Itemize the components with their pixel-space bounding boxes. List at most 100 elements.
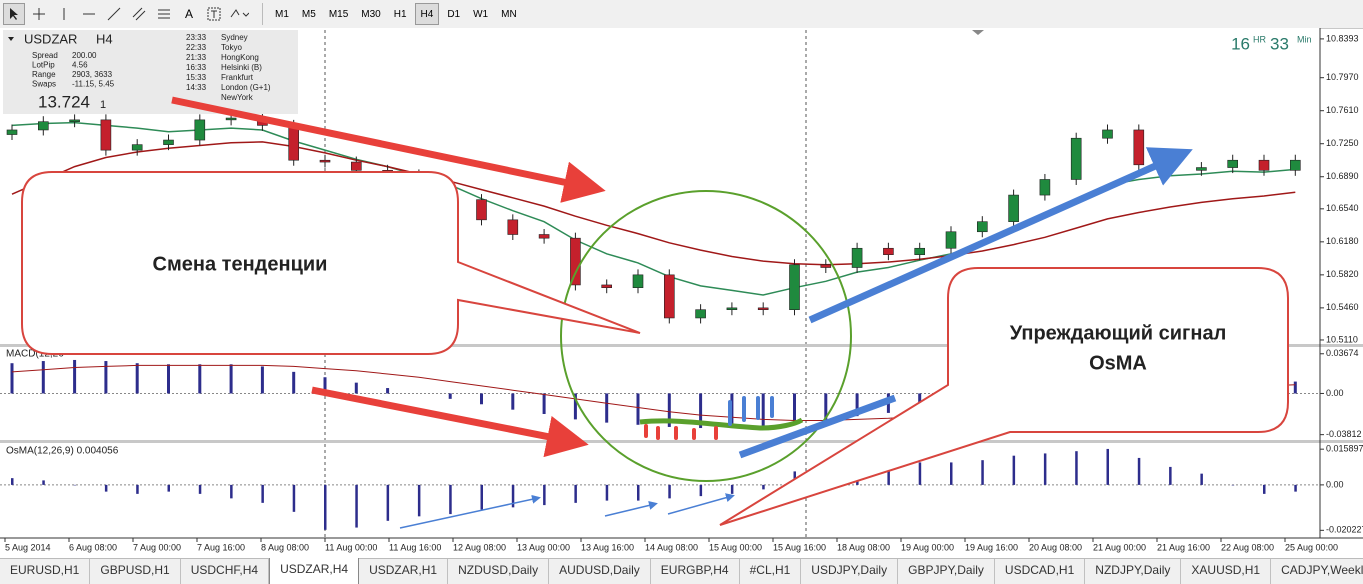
hline-tool[interactable] [78,3,100,25]
osma-bar [261,484,264,503]
osma-bar [324,484,327,530]
chart-tab[interactable]: USDZAR,H4 [269,558,360,584]
osma-bar [981,460,984,485]
timeframe-button[interactable]: W1 [473,8,489,20]
osma-bar [292,484,296,512]
candle-body [601,284,613,288]
vline-icon [63,8,65,20]
chart-tabs: EURUSD,H1 GBPUSD,H1 USDCHF,H4 USDZAR,H4 USDZ… [0,558,1363,584]
candle-body [538,234,550,239]
thin-arrow [399,494,541,529]
vline-tool[interactable] [53,3,75,25]
chart-tab[interactable]: USDCAD,H1 [995,559,1086,584]
y-tick-label: 0.03674 [1326,348,1359,358]
candle-body [695,309,706,319]
green-scribble [639,417,804,431]
label-tool[interactable] [203,3,225,25]
timeframe-button[interactable]: M30 [361,8,381,20]
x-tick-label: 8 Aug 08:00 [261,542,309,552]
y-tick-label: 10.6540 [1326,203,1359,213]
chart-tab[interactable]: GBPJPY,Daily [898,559,995,584]
macd-bar [699,393,703,429]
panel-divider [0,344,1363,347]
cursor-tool[interactable] [3,3,25,25]
y-tick-label: 10.7610 [1326,105,1359,115]
session-list: 23:33 Sydney 22:33 Tokyo 21:33 HongKong 16:33 H… [186,33,271,102]
thin-arrow [604,501,658,517]
x-tick-label: 13 Aug 16:00 [581,542,634,552]
red-arrow [171,96,606,203]
osma-bar [1106,448,1109,485]
osma-bar [230,484,233,499]
timeframe-button[interactable]: H1 [393,8,407,20]
macd-bar [605,393,609,423]
timeframe-button[interactable]: D1 [447,8,461,20]
crosshair-tool[interactable] [28,3,50,25]
chart-tab[interactable]: USDCHF,H4 [181,559,270,584]
macd-bar [480,393,483,405]
y-tick-label: 10.7250 [1326,138,1359,148]
macd-bar [448,393,452,399]
osma-bar [950,462,953,485]
channel-tool[interactable] [128,3,150,25]
macd-bar [793,393,796,424]
y-tick-label: 0.015897 [1326,444,1363,454]
osma-bar [104,484,108,492]
osma-bar [574,484,577,503]
osma-bar [1169,466,1172,485]
panel-divider [0,440,1363,443]
chart-tab[interactable]: USDZAR,H1 [359,559,449,584]
candle-body [319,159,331,163]
timeframe-button[interactable]: H4 [414,3,440,25]
chart-tab[interactable]: EURGBP,H4 [651,559,740,584]
x-tick-label: 18 Aug 08:00 [837,542,890,552]
info-value: 4.56 [72,61,88,70]
macd-bar [354,382,358,394]
macd-bar [229,364,233,394]
panel-toggle[interactable] [8,37,14,41]
timeframe-button[interactable]: MN [501,8,517,20]
candle-body [288,125,300,161]
timeframe-button[interactable]: M1 [275,8,289,20]
osma-bar [167,484,170,492]
chart-tab[interactable]: EURUSD,H1 [0,559,91,584]
macd-bar [135,363,139,394]
osma-bar [637,484,640,501]
osma-bar [1137,457,1141,485]
osma-bar [699,484,703,497]
text-tool[interactable]: A [184,7,193,21]
osma-bar [136,484,139,494]
chart-tab[interactable]: NZDJPY,Daily [1085,559,1182,584]
session-city: Tokyo [221,43,242,52]
chart-tab[interactable]: CADJPY,Weekly [1271,559,1363,584]
osma-bar [1200,473,1203,485]
osma-bar [605,484,609,501]
arrows-tool[interactable] [228,3,250,25]
chart-tab[interactable]: XAUUSD,H1 [1181,559,1272,584]
trendline-tool[interactable] [103,3,125,25]
trendline-icon [107,7,121,21]
x-tick-label: 11 Aug 16:00 [389,542,441,552]
chart-tab[interactable]: #CL,H1 [740,559,802,584]
chart-tab[interactable]: NZDUSD,Daily [448,559,550,584]
chart-tab[interactable]: GBPUSD,H1 [90,559,181,584]
fibo-tool[interactable] [153,3,175,25]
channel-icon [132,7,146,21]
chart-tab[interactable]: USDJPY,Daily [801,559,899,584]
session-city: Helsinki (B) [221,63,262,72]
callout [21,171,641,355]
timeframe-button[interactable]: M5 [301,8,316,20]
y-tick-label: 10.8393 [1326,33,1359,43]
chart-tab[interactable]: AUDUSD,Daily [549,559,651,584]
candle-body [1290,159,1301,171]
osma-bar [73,484,77,486]
candle-body [883,247,894,255]
label-icon [207,7,221,21]
macd-bar [386,388,390,394]
y-tick-label: -0.03812 [1326,429,1362,439]
timeframe-button[interactable]: M15 [328,8,349,20]
candle-body [914,247,926,255]
candle-body [851,247,863,268]
macd-bar [667,393,671,427]
candle-body [1258,159,1270,171]
